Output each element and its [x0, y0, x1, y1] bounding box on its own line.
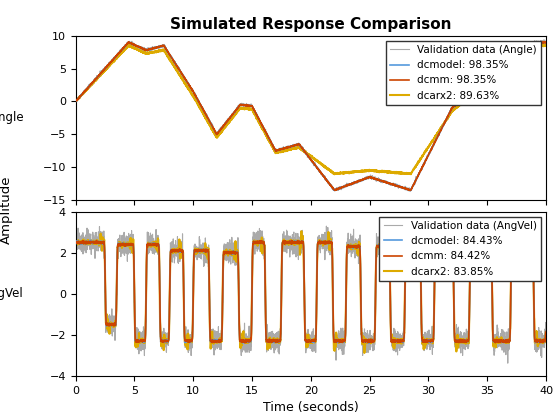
Line: dcmodel: 98.35%: dcmodel: 98.35% — [76, 42, 546, 190]
Legend: Validation data (AngVel), dcmodel: 84.43%, dcmm: 84.42%, dcarx2: 83.85%: Validation data (AngVel), dcmodel: 84.43… — [379, 217, 541, 281]
Validation data (AngVel) — [505, 326, 512, 331]
Line: dcmodel: 84.43%: dcmodel: 84.43% — [76, 240, 546, 343]
Validation data (AngVel) — [505, 361, 511, 366]
dcmodel: 98.35%: (29.1, -11.5): 98.35%: (29.1, -11.5) — [414, 175, 421, 180]
Title: Simulated Response Comparison: Simulated Response Comparison — [170, 17, 451, 32]
dcarx2: 89.63%: (16.8, -7.24): 89.63%: (16.8, -7.24) — [270, 147, 277, 152]
dcmm: 84.42%: (0, 2.48): 84.42%: (0, 2.48) — [72, 240, 79, 245]
dcarx2: 83.85%: (24.6, -2.88): 83.85%: (24.6, -2.88) — [361, 350, 368, 355]
Validation data (AngVel) — [408, 221, 414, 226]
dcarx2: 89.63%: (29.1, -9.43): 89.63%: (29.1, -9.43) — [414, 161, 421, 166]
dcmodel: 98.35%: (0, -0.0259): 98.35%: (0, -0.0259) — [72, 99, 79, 104]
dcmm: 98.35%: (28.5, -13.5): 98.35%: (28.5, -13.5) — [407, 188, 414, 193]
Validation data (Angle) — [543, 39, 549, 45]
dcarx2: 89.63%: (40, 8.53): 89.63%: (40, 8.53) — [543, 43, 549, 48]
dcmm: 98.35%: (29.1, -11.5): 98.35%: (29.1, -11.5) — [414, 175, 421, 180]
dcarx2: 89.63%: (36.8, 5.31): 89.63%: (36.8, 5.31) — [505, 64, 512, 69]
dcarx2: 89.63%: (38.8, 8.18): 89.63%: (38.8, 8.18) — [528, 45, 535, 50]
dcmodel: 98.35%: (40, 9.06): 98.35%: (40, 9.06) — [543, 39, 549, 45]
dcarx2: 83.85%: (29.1, 2.13): 83.85%: (29.1, 2.13) — [414, 247, 421, 252]
dcmm: 98.35%: (19, -6.48): 98.35%: (19, -6.48) — [296, 142, 302, 147]
dcmm: 98.35%: (0, -0.000991): 98.35%: (0, -0.000991) — [72, 99, 79, 104]
dcarx2: 83.85%: (19.2, 3.04): 83.85%: (19.2, 3.04) — [298, 228, 305, 234]
dcmodel: 84.43%: (29.1, 2.29): 84.43%: (29.1, 2.29) — [414, 244, 421, 249]
Y-axis label: AngVel: AngVel — [0, 287, 24, 300]
Legend: Validation data (Angle), dcmodel: 98.35%, dcmm: 98.35%, dcarx2: 89.63%: Validation data (Angle), dcmodel: 98.35%… — [386, 41, 541, 105]
dcmm: 98.35%: (39.1, 9.08): 98.35%: (39.1, 9.08) — [531, 39, 538, 44]
Validation data (AngVel) — [414, 252, 421, 257]
Validation data (Angle) — [274, 150, 281, 155]
dcmodel: 98.35%: (38.8, 8.7): 98.35%: (38.8, 8.7) — [528, 42, 535, 47]
Line: Validation data (Angle): Validation data (Angle) — [76, 40, 546, 191]
dcmodel: 84.43%: (24.9, -2.41): 84.43%: (24.9, -2.41) — [366, 341, 372, 346]
dcmodel: 84.43%: (16.8, -2.32): 84.43%: (16.8, -2.32) — [270, 339, 277, 344]
Validation data (Angle) — [540, 37, 547, 42]
Validation data (AngVel) — [529, 243, 535, 248]
dcmm: 98.35%: (38.8, 8.68): 98.35%: (38.8, 8.68) — [528, 42, 535, 47]
Validation data (Angle) — [296, 141, 302, 146]
Validation data (Angle) — [270, 144, 277, 149]
dcmodel: 84.43%: (17.1, -2.31): 84.43%: (17.1, -2.31) — [274, 339, 281, 344]
Y-axis label: Angle: Angle — [0, 111, 25, 124]
dcarx2: 89.63%: (17.1, -7.71): 89.63%: (17.1, -7.71) — [274, 150, 281, 155]
Validation data (Angle) — [505, 60, 512, 65]
Validation data (Angle) — [414, 175, 421, 180]
dcmodel: 84.43%: (0, 2.51): 84.43%: (0, 2.51) — [72, 240, 79, 245]
dcarx2: 83.85%: (0, 2.45): 83.85%: (0, 2.45) — [72, 241, 79, 246]
Validation data (Angle) — [528, 42, 535, 47]
Validation data (Angle) — [72, 99, 79, 104]
dcarx2: 89.63%: (19, -7.01): 89.63%: (19, -7.01) — [296, 145, 302, 150]
dcarx2: 83.85%: (36.8, -2.36): 83.85%: (36.8, -2.36) — [505, 340, 512, 345]
dcmm: 98.35%: (17.1, -7.48): 98.35%: (17.1, -7.48) — [274, 148, 281, 153]
Line: Validation data (AngVel): Validation data (AngVel) — [76, 224, 546, 363]
Validation data (Angle) — [407, 189, 413, 194]
dcmm: 98.35%: (40, 8.97): 98.35%: (40, 8.97) — [543, 40, 549, 45]
Line: dcarx2: 89.63%: dcarx2: 89.63% — [76, 45, 546, 174]
dcarx2: 83.85%: (19, 2.46): 83.85%: (19, 2.46) — [296, 241, 302, 246]
dcmm: 84.42%: (29.1, 2.3): 84.42%: (29.1, 2.3) — [414, 244, 421, 249]
Validation data (AngVel) — [72, 235, 79, 240]
dcmm: 98.35%: (36.8, 5.81): 98.35%: (36.8, 5.81) — [505, 61, 512, 66]
Line: dcmm: 98.35%: dcmm: 98.35% — [76, 42, 546, 190]
Validation data (AngVel) — [270, 336, 277, 341]
dcmm: 98.35%: (16.8, -6.85): 98.35%: (16.8, -6.85) — [270, 144, 277, 149]
dcarx2: 89.63%: (28.5, -11.1): 89.63%: (28.5, -11.1) — [408, 172, 414, 177]
dcmodel: 84.43%: (38.8, 2.4): 84.43%: (38.8, 2.4) — [529, 242, 535, 247]
dcmm: 84.42%: (40, -1.84): 84.42%: (40, -1.84) — [543, 329, 549, 334]
Validation data (AngVel) — [543, 339, 549, 344]
Text: Amplitude: Amplitude — [0, 176, 13, 244]
dcmodel: 84.43%: (1.26, 2.61): 84.43%: (1.26, 2.61) — [87, 238, 94, 243]
dcarx2: 83.85%: (38.8, 2.42): 83.85%: (38.8, 2.42) — [529, 241, 535, 247]
dcmodel: 98.35%: (16.8, -6.86): 98.35%: (16.8, -6.86) — [270, 144, 277, 149]
Validation data (AngVel) — [296, 244, 302, 249]
dcmm: 84.42%: (14.4, -2.39): 84.42%: (14.4, -2.39) — [241, 340, 248, 345]
dcmodel: 98.35%: (36.8, 5.82): 98.35%: (36.8, 5.82) — [505, 60, 512, 66]
dcmm: 84.42%: (1.77, 2.59): 84.42%: (1.77, 2.59) — [93, 238, 100, 243]
dcmodel: 84.43%: (40, -1.83): 84.43%: (40, -1.83) — [543, 329, 549, 334]
Line: dcmm: 84.42%: dcmm: 84.42% — [76, 241, 546, 343]
dcmm: 84.42%: (36.8, -2.27): 84.42%: (36.8, -2.27) — [505, 338, 512, 343]
dcmodel: 98.35%: (28.5, -13.5): 98.35%: (28.5, -13.5) — [407, 188, 414, 193]
dcarx2: 83.85%: (16.8, -2.34): 83.85%: (16.8, -2.34) — [270, 339, 277, 344]
dcmodel: 84.43%: (36.8, -2.31): 84.43%: (36.8, -2.31) — [505, 339, 512, 344]
dcarx2: 89.63%: (0, 0.0587): 89.63%: (0, 0.0587) — [72, 99, 79, 104]
dcarx2: 83.85%: (40, -1.86): 83.85%: (40, -1.86) — [543, 329, 549, 334]
dcarx2: 89.63%: (39.7, 8.64): 89.63%: (39.7, 8.64) — [540, 42, 547, 47]
dcarx2: 83.85%: (17.1, -2.3): 83.85%: (17.1, -2.3) — [274, 339, 281, 344]
dcmodel: 98.35%: (17.1, -7.41): 98.35%: (17.1, -7.41) — [274, 148, 281, 153]
dcmodel: 98.35%: (19, -6.51): 98.35%: (19, -6.51) — [296, 142, 302, 147]
dcmodel: 84.43%: (19, 2.51): 84.43%: (19, 2.51) — [296, 240, 302, 245]
Line: dcarx2: 83.85%: dcarx2: 83.85% — [76, 231, 546, 353]
Validation data (AngVel) — [274, 331, 281, 336]
X-axis label: Time (seconds): Time (seconds) — [263, 401, 358, 414]
dcmm: 84.42%: (16.8, -2.32): 84.42%: (16.8, -2.32) — [270, 339, 277, 344]
dcmm: 84.42%: (17.1, -2.3): 84.42%: (17.1, -2.3) — [274, 339, 281, 344]
dcmm: 84.42%: (19, 2.48): 84.42%: (19, 2.48) — [296, 240, 303, 245]
dcmm: 84.42%: (38.8, 2.44): 84.42%: (38.8, 2.44) — [529, 241, 535, 246]
dcmodel: 98.35%: (39.4, 9.07): 98.35%: (39.4, 9.07) — [535, 39, 542, 45]
